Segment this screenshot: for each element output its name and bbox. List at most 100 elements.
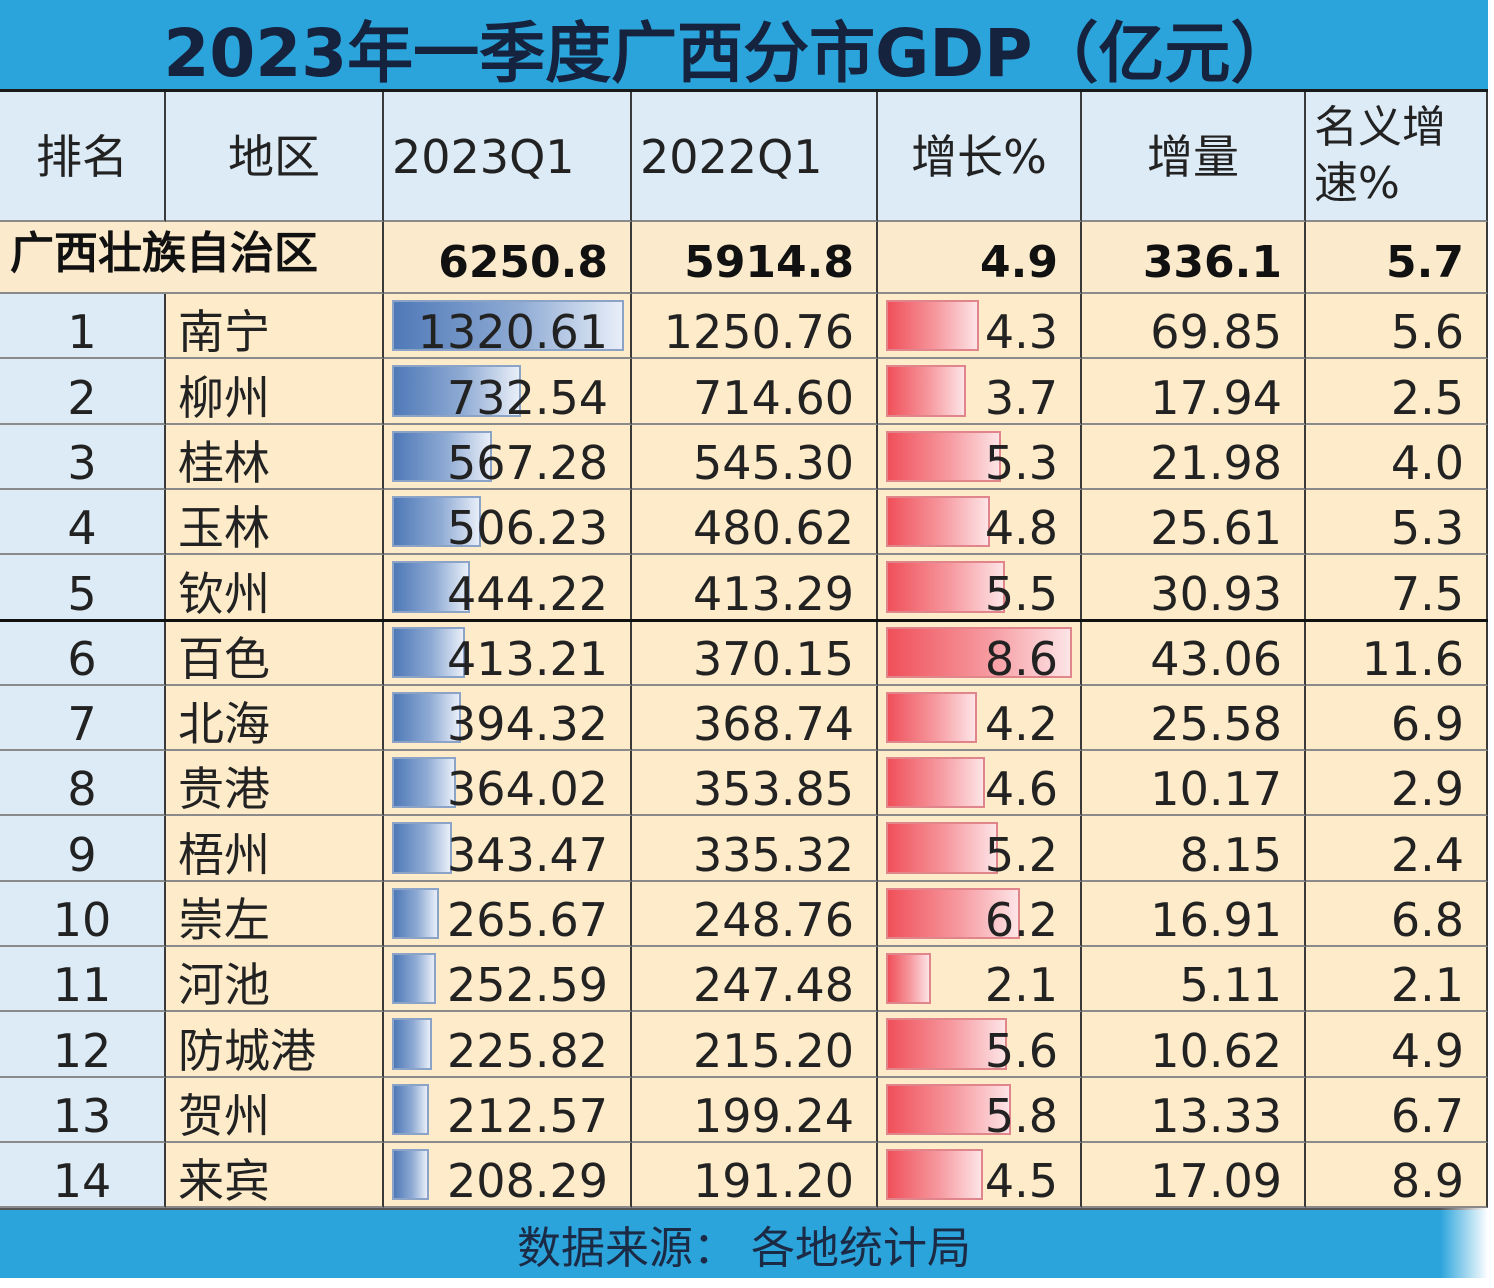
- summary-growth: 4.9: [878, 222, 1082, 294]
- data-table: 排名 地区 2023Q1 2022Q1 增长% 增量 名义增 速% 广西壮族自治区 6250.8 5…: [0, 92, 1488, 1208]
- cell-growth-text: 4.6: [984, 762, 1058, 816]
- cell-increment: 10.62: [1082, 1012, 1306, 1078]
- cell-q1-2022-text: 545.30: [693, 436, 854, 490]
- cell-q1-2023-text: 1320.61: [417, 305, 608, 359]
- cell-q1-2022-text: 480.62: [693, 501, 854, 555]
- growth-data-bar: [886, 692, 977, 743]
- cell-q1-2023: 265.67: [384, 882, 632, 947]
- cell-growth-text: 3.7: [984, 371, 1058, 425]
- cell-nominal-text: 2.4: [1390, 828, 1464, 882]
- cell-rank: 11: [0, 947, 166, 1012]
- cell-q1-2022: 480.62: [632, 490, 878, 555]
- cell-q1-2023: 444.22: [384, 555, 632, 621]
- cell-growth-text: 5.3: [984, 436, 1058, 490]
- cell-nominal: 2.9: [1306, 751, 1488, 816]
- cell-increment: 25.58: [1082, 686, 1306, 751]
- cell-q1-2023: 394.32: [384, 686, 632, 751]
- cell-nominal-text: 11.6: [1361, 632, 1464, 686]
- cell-city-text: 贵港: [178, 762, 270, 816]
- gdp-data-bar: [392, 627, 465, 678]
- cell-nominal-text: 6.8: [1390, 893, 1464, 947]
- growth-data-bar: [886, 561, 1005, 613]
- cell-rank-text: 5: [67, 567, 97, 621]
- cell-city: 梧州: [166, 816, 384, 882]
- cell-growth: 3.7: [878, 359, 1082, 425]
- header-2023q1: 2023Q1: [384, 92, 632, 222]
- cell-q1-2023: 212.57: [384, 1078, 632, 1143]
- group-separator: [0, 619, 1488, 622]
- cell-rank: 3: [0, 425, 166, 490]
- cell-growth: 5.2: [878, 816, 1082, 882]
- cell-nominal-text: 5.3: [1390, 501, 1464, 555]
- cell-increment-text: 13.33: [1150, 1089, 1282, 1143]
- cell-q1-2022: 248.76: [632, 882, 878, 947]
- cell-q1-2022-text: 714.60: [693, 371, 854, 425]
- cell-increment-text: 10.62: [1150, 1024, 1282, 1078]
- header-growth: 增长%: [878, 92, 1082, 222]
- cell-growth-text: 4.8: [984, 501, 1058, 555]
- gdp-data-bar: [392, 953, 436, 1004]
- cell-q1-2022: 370.15: [632, 621, 878, 686]
- edge-fade: [1440, 1208, 1488, 1278]
- cell-rank-text: 9: [67, 828, 97, 882]
- cell-rank: 13: [0, 1078, 166, 1143]
- cell-q1-2022: 199.24: [632, 1078, 878, 1143]
- growth-data-bar: [886, 1084, 1011, 1135]
- cell-increment-text: 25.58: [1150, 697, 1282, 751]
- cell-increment: 10.17: [1082, 751, 1306, 816]
- cell-growth-text: 8.6: [984, 632, 1058, 686]
- cell-city-text: 柳州: [178, 371, 270, 425]
- cell-q1-2022-text: 370.15: [693, 632, 854, 686]
- cell-city: 钦州: [166, 555, 384, 621]
- cell-q1-2022: 545.30: [632, 425, 878, 490]
- cell-growth: 8.6: [878, 621, 1082, 686]
- cell-city: 来宾: [166, 1143, 384, 1208]
- cell-increment-text: 30.93: [1150, 567, 1282, 621]
- cell-growth: 6.2: [878, 882, 1082, 947]
- growth-data-bar: [886, 365, 966, 417]
- cell-growth: 4.2: [878, 686, 1082, 751]
- cell-q1-2023-text: 732.54: [447, 371, 608, 425]
- cell-q1-2023: 343.47: [384, 816, 632, 882]
- cell-rank: 2: [0, 359, 166, 425]
- cell-growth-text: 6.2: [984, 893, 1058, 947]
- cell-city-text: 北海: [178, 697, 270, 751]
- cell-growth: 5.6: [878, 1012, 1082, 1078]
- cell-q1-2022: 215.20: [632, 1012, 878, 1078]
- cell-city: 河池: [166, 947, 384, 1012]
- cell-rank-text: 7: [67, 697, 97, 751]
- growth-data-bar: [886, 496, 990, 547]
- cell-increment-text: 43.06: [1150, 632, 1282, 686]
- cell-growth: 5.3: [878, 425, 1082, 490]
- cell-nominal-text: 7.5: [1390, 567, 1464, 621]
- growth-data-bar: [886, 627, 1072, 678]
- cell-city-text: 贺州: [178, 1089, 270, 1143]
- cell-nominal-text: 6.7: [1390, 1089, 1464, 1143]
- cell-nominal: 4.9: [1306, 1012, 1488, 1078]
- cell-city: 北海: [166, 686, 384, 751]
- cell-rank-text: 4: [67, 501, 97, 555]
- cell-q1-2022-text: 191.20: [693, 1154, 854, 1208]
- cell-rank-text: 12: [52, 1024, 112, 1078]
- summary-region: 广西壮族自治区: [0, 222, 384, 294]
- cell-q1-2023-text: 208.29: [447, 1154, 608, 1208]
- title-bar: 2023年一季度广西分市GDP（亿元）: [0, 0, 1488, 92]
- cell-nominal: 2.5: [1306, 359, 1488, 425]
- gdp-data-bar: [392, 365, 521, 417]
- growth-data-bar: [886, 757, 985, 808]
- cell-q1-2023-text: 212.57: [447, 1089, 608, 1143]
- cell-city: 百色: [166, 621, 384, 686]
- header-rank: 排名: [0, 92, 166, 222]
- gdp-data-bar: [392, 561, 470, 613]
- cell-increment-text: 17.09: [1150, 1154, 1282, 1208]
- cell-growth-text: 4.2: [984, 697, 1058, 751]
- cell-q1-2022: 191.20: [632, 1143, 878, 1208]
- growth-data-bar: [886, 431, 1001, 482]
- cell-q1-2022-text: 199.24: [693, 1089, 854, 1143]
- gdp-data-bar: [392, 757, 456, 808]
- cell-increment: 17.09: [1082, 1143, 1306, 1208]
- gdp-data-bar: [392, 1018, 432, 1070]
- cell-city: 防城港: [166, 1012, 384, 1078]
- cell-q1-2022: 714.60: [632, 359, 878, 425]
- cell-increment-text: 17.94: [1150, 371, 1282, 425]
